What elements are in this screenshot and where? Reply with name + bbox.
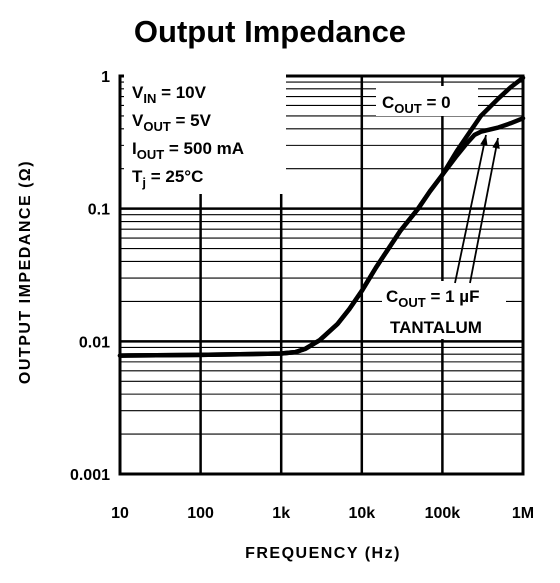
cout-tantalum-label-line2: TANTALUM: [390, 318, 482, 337]
y-axis-label: OUTPUT IMPEDANCE (Ω): [17, 160, 34, 384]
leader-arrow-to-cout-tantalum: [469, 137, 499, 284]
series-lines: [117, 75, 526, 358]
x-tick-labels: 10 100 1k 10k 100k 1M: [111, 505, 534, 522]
condition-line: VOUT = 5V: [132, 111, 212, 134]
leader-arrow-to-cout-0-head: [480, 135, 488, 146]
y-tick-label: 0.001: [70, 467, 110, 484]
y-tick-label: 0.1: [88, 202, 110, 219]
series-annotations: COUT = 0 COUT = 1 µF TANTALUM: [382, 93, 500, 337]
x-tick-label: 1M: [512, 505, 534, 522]
y-tick-labels: 1 0.1 0.01 0.001: [70, 69, 110, 484]
series-line-cout-1uf-tantalum: [117, 116, 526, 358]
y-tick-label: 1: [101, 69, 110, 86]
cout-zero-label: COUT = 0: [382, 93, 451, 116]
leader-arrow-to-cout-0: [454, 134, 487, 284]
x-tick-label: 1k: [272, 505, 290, 522]
x-tick-label: 10: [111, 505, 129, 522]
condition-line: Tj = 25°C: [132, 167, 203, 190]
x-axis-label: FREQUENCY (Hz): [245, 545, 401, 562]
conditions-box: [124, 74, 286, 194]
cout-zero-label-box: [376, 86, 478, 116]
plot-frame: [118, 74, 525, 476]
x-tick-label: 10k: [348, 505, 375, 522]
x-tick-label: 100k: [425, 505, 461, 522]
x-tick-label: 100: [187, 505, 214, 522]
leader-arrow-to-cout-tantalum-head: [492, 138, 500, 149]
condition-line: IOUT = 500 mA: [132, 139, 244, 162]
y-tick-label: 0.01: [79, 334, 110, 351]
chart-title: Output Impedance: [134, 14, 406, 49]
cout-tantalum-label: COUT = 1 µF: [386, 287, 479, 310]
test-conditions: VIN = 10V VOUT = 5V IOUT = 500 mA Tj = 25°C: [132, 83, 244, 190]
cout-tantalum-label-box: [382, 281, 506, 339]
condition-line: VIN = 10V: [132, 83, 207, 106]
